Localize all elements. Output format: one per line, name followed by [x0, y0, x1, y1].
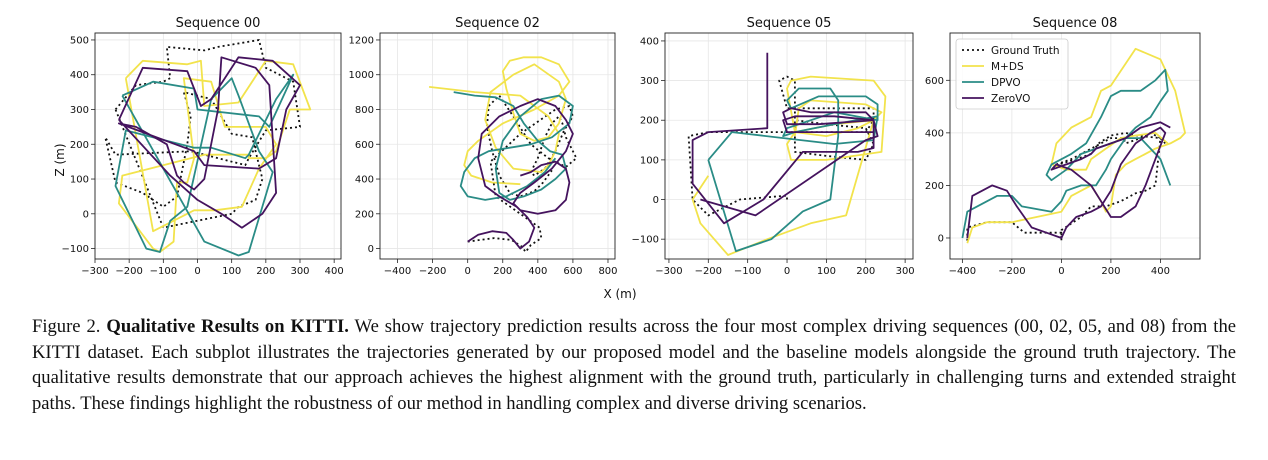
shared-y-axis-label: Z (m)	[53, 143, 67, 176]
x-tick-label: −400	[949, 266, 976, 277]
x-tick-label: 400	[1151, 266, 1170, 277]
x-tick-label: 0	[194, 266, 200, 277]
series-line-zerovo	[118, 56, 301, 229]
series-line-ground-truth	[104, 39, 301, 229]
series-line-zerovo	[691, 52, 879, 225]
y-tick-label: 600	[925, 76, 944, 87]
x-tick-label: 200	[493, 266, 512, 277]
series-line-dpvo	[961, 68, 1172, 239]
x-tick-label: −200	[695, 266, 722, 277]
y-tick-label: 400	[640, 36, 659, 47]
y-tick-label: 600	[355, 140, 374, 151]
y-tick-label: 0	[83, 209, 89, 220]
chart-panel-sequence-02: −400 −200 0 200 400 600 800 0 200 400 600 800 1000 12…	[349, 16, 618, 277]
x-tick-label: 100	[817, 266, 836, 277]
y-tick-label: 0	[938, 233, 944, 244]
x-tick-label: −200	[419, 266, 446, 277]
series-line-dpvo	[114, 73, 295, 257]
y-tick-label: 200	[640, 116, 659, 127]
chart-title: Sequence 02	[455, 16, 540, 31]
x-tick-label: 800	[598, 266, 617, 277]
chart-panel-sequence-00: −300 −200 −100 0 100 200 300 400 −100 0 100 200 300 4…	[62, 16, 344, 277]
chart-panel-sequence-08: −400 −200 0 200 400 0 200 400 600 Sequence 08 Grou…	[925, 16, 1201, 277]
caption-prefix: Figure 2.	[32, 316, 107, 337]
legend-label-zerovo: ZeroVO	[991, 93, 1030, 105]
figure-caption: Figure 2. Qualitative Results on KITTI. …	[32, 314, 1236, 416]
series-line-zerovo	[467, 98, 574, 250]
y-tick-label: 400	[70, 70, 89, 81]
series-line-zerovo	[966, 121, 1171, 239]
legend-label-ground-truth: Ground Truth	[991, 45, 1060, 57]
y-tick-label: 300	[70, 105, 89, 116]
x-tick-label: 400	[325, 266, 344, 277]
x-tick-label: −300	[81, 266, 108, 277]
x-tick-label: −200	[115, 266, 142, 277]
x-tick-label: −400	[384, 266, 411, 277]
y-tick-label: 0	[368, 244, 374, 255]
x-tick-label: 300	[290, 266, 309, 277]
y-tick-label: 1200	[349, 35, 374, 46]
series-line-m-ds	[118, 59, 312, 253]
plot-frame	[949, 32, 1201, 260]
y-tick-label: 400	[925, 128, 944, 139]
legend-label-dpvo: DPVO	[991, 77, 1021, 89]
y-tick-label: 0	[653, 195, 659, 206]
x-tick-label: 100	[222, 266, 241, 277]
plot-frame	[664, 32, 914, 260]
legend-box	[955, 38, 1069, 110]
series-line-ground-truth	[687, 75, 875, 217]
x-tick-label: 0	[1058, 266, 1064, 277]
y-tick-label: 400	[355, 175, 374, 186]
plot-frame	[379, 32, 616, 260]
series-line-m-ds	[966, 47, 1186, 244]
x-tick-label: 600	[563, 266, 582, 277]
y-tick-label: 200	[70, 140, 89, 151]
y-tick-label: 300	[640, 76, 659, 87]
x-tick-label: 0	[784, 266, 790, 277]
y-tick-label: 800	[355, 105, 374, 116]
shared-x-axis-label: X (m)	[603, 287, 636, 300]
x-tick-label: 300	[896, 266, 915, 277]
x-tick-label: 200	[256, 266, 275, 277]
plot-frame	[94, 32, 342, 260]
chart-title: Sequence 05	[747, 16, 832, 31]
x-tick-label: −200	[998, 266, 1025, 277]
y-tick-label: 200	[355, 209, 374, 220]
series-line-dpvo	[453, 91, 574, 201]
y-tick-label: −100	[632, 235, 659, 246]
x-tick-label: 200	[856, 266, 875, 277]
y-tick-label: 1000	[349, 70, 374, 81]
x-tick-label: 400	[528, 266, 547, 277]
series-line-m-ds	[428, 56, 571, 186]
x-tick-label: −100	[150, 266, 177, 277]
chart-title: Sequence 00	[176, 16, 261, 31]
y-tick-label: 100	[70, 175, 89, 186]
x-tick-label: −300	[655, 266, 682, 277]
caption-bold-title: Qualitative Results on KITTI.	[106, 316, 349, 337]
chart-title: Sequence 08	[1033, 16, 1118, 31]
x-tick-label: −100	[734, 266, 761, 277]
y-tick-label: 100	[640, 155, 659, 166]
legend-label-m-ds: M+DS	[991, 61, 1024, 73]
figure-kitti-trajectories: X (m) Z (m) −300 −200 −100 0 100 200 300 400 −10…	[53, 16, 1201, 300]
y-tick-label: 200	[925, 181, 944, 192]
y-tick-label: −100	[62, 244, 89, 255]
x-tick-label: 200	[1101, 266, 1120, 277]
x-tick-label: 0	[464, 266, 470, 277]
y-tick-label: 500	[70, 35, 89, 46]
series-line-dpvo	[707, 87, 879, 253]
caption-body: We show trajectory prediction results ac…	[32, 316, 1236, 414]
series-line-ground-truth	[467, 94, 578, 253]
chart-panel-sequence-05: −300 −200 −100 0 100 200 300 −100 0 100 200 300 400 S…	[632, 16, 915, 277]
